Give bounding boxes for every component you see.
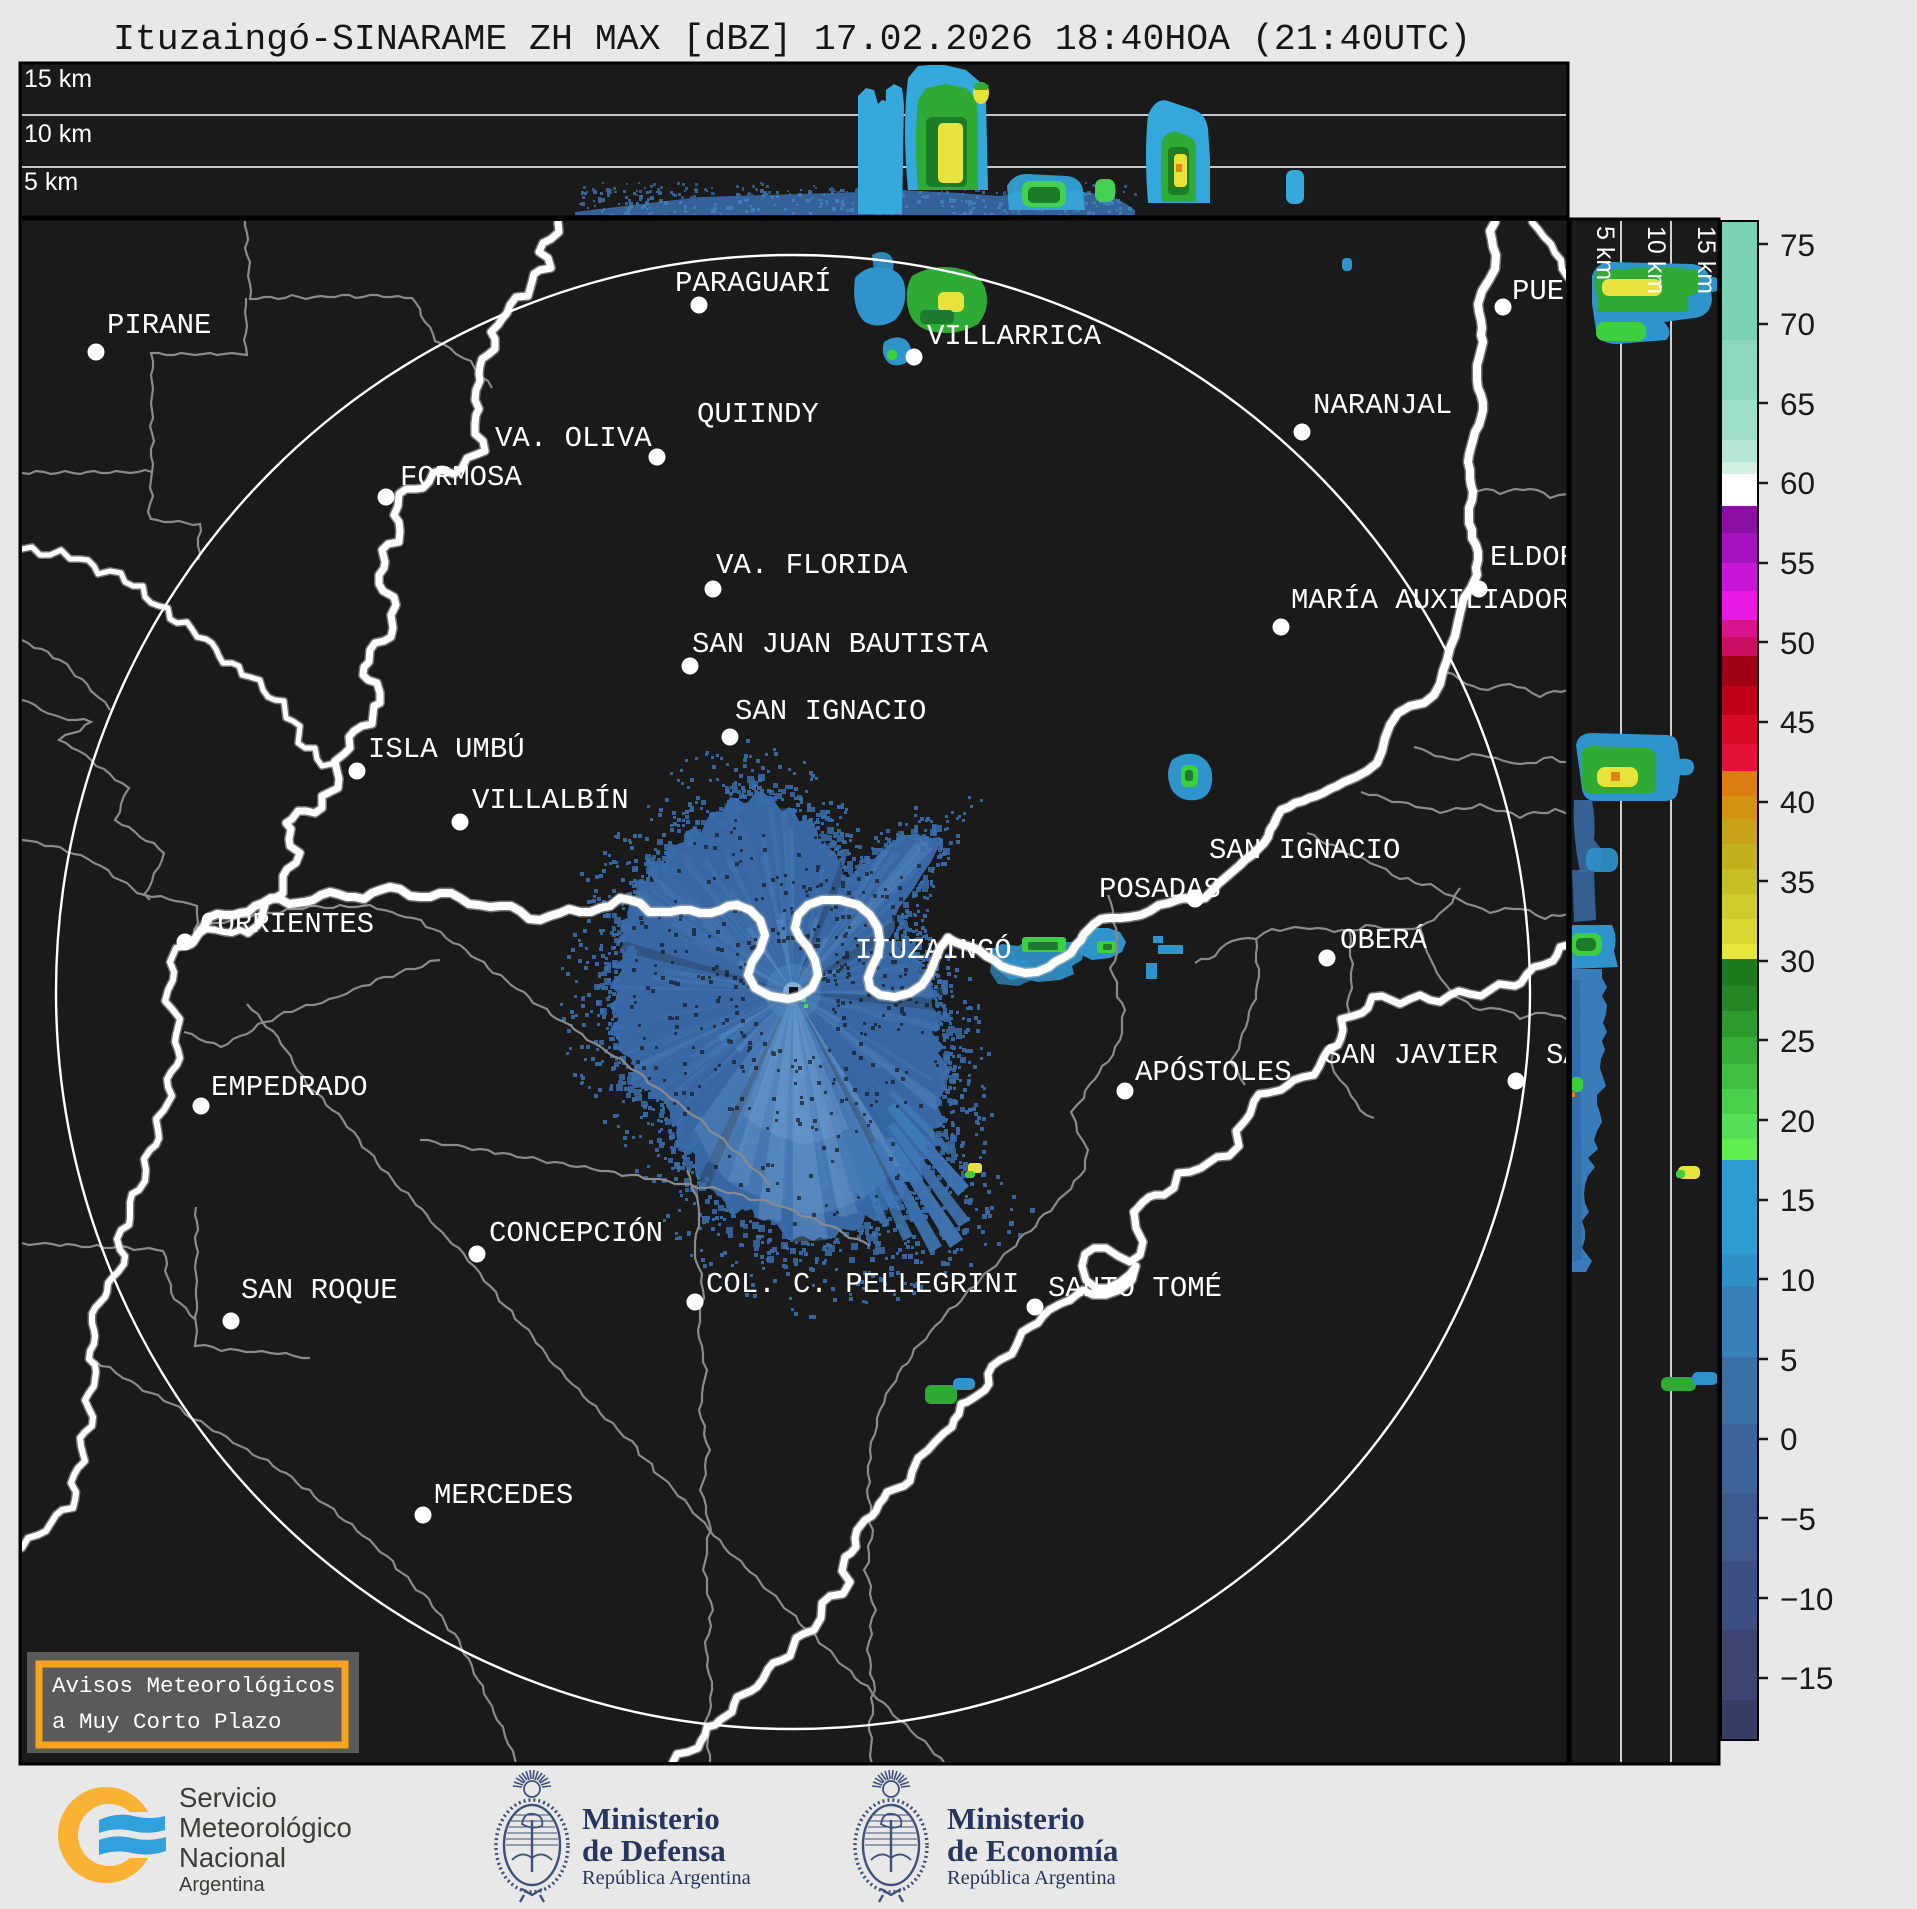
svg-text:MERCEDES: MERCEDES xyxy=(434,1479,573,1512)
svg-text:10 km: 10 km xyxy=(24,120,92,148)
svg-text:APÓSTOLES: APÓSTOLES xyxy=(1135,1055,1292,1089)
svg-text:VA. FLORIDA: VA. FLORIDA xyxy=(716,549,908,582)
svg-text:75: 75 xyxy=(1780,227,1815,263)
svg-text:PIRANE: PIRANE xyxy=(107,309,211,342)
svg-text:CORRIENTES: CORRIENTES xyxy=(200,908,374,941)
svg-text:15: 15 xyxy=(1780,1182,1815,1218)
svg-text:OBERÁ: OBERÁ xyxy=(1340,923,1428,957)
svg-text:República Argentina: República Argentina xyxy=(582,1867,751,1889)
svg-text:Ministerio: Ministerio xyxy=(947,1801,1085,1836)
svg-text:VILLALBÍN: VILLALBÍN xyxy=(472,783,629,817)
svg-text:5: 5 xyxy=(1780,1342,1798,1378)
svg-text:FORMOSA: FORMOSA xyxy=(400,461,522,494)
svg-text:−15: −15 xyxy=(1780,1660,1833,1696)
svg-text:QUIINDY: QUIINDY xyxy=(697,398,819,431)
svg-text:ITUZAINGÓ: ITUZAINGÓ xyxy=(855,933,1012,967)
svg-text:Servicio: Servicio xyxy=(179,1782,277,1813)
svg-text:5 km: 5 km xyxy=(1591,226,1619,280)
svg-text:MARÍA AUXILIADORA: MARÍA AUXILIADORA xyxy=(1291,583,1587,617)
svg-text:SAN IGNACIO: SAN IGNACIO xyxy=(735,695,926,728)
svg-text:Argentina: Argentina xyxy=(179,1874,265,1896)
svg-text:ISLA UMBÚ: ISLA UMBÚ xyxy=(368,732,525,766)
svg-text:5 km: 5 km xyxy=(24,168,78,196)
svg-text:40: 40 xyxy=(1780,784,1815,820)
svg-text:SAN JAVIER: SAN JAVIER xyxy=(1324,1039,1498,1072)
svg-text:25: 25 xyxy=(1780,1023,1815,1059)
svg-text:−5: −5 xyxy=(1780,1501,1816,1537)
svg-text:COL. C. PELLEGRINI: COL. C. PELLEGRINI xyxy=(706,1268,1019,1301)
svg-text:65: 65 xyxy=(1780,386,1815,422)
svg-text:SAN JUAN BAUTISTA: SAN JUAN BAUTISTA xyxy=(692,628,988,661)
svg-text:PUERTO: PUERTO xyxy=(1512,275,1616,308)
svg-text:0: 0 xyxy=(1780,1421,1798,1457)
svg-text:ELDORADO: ELDORADO xyxy=(1490,541,1629,574)
svg-text:SAN ROQUE: SAN ROQUE xyxy=(241,1274,398,1307)
svg-text:60: 60 xyxy=(1780,465,1815,501)
svg-text:Avisos Meteorológicos: Avisos Meteorológicos xyxy=(52,1673,336,1699)
svg-text:República Argentina: República Argentina xyxy=(947,1867,1116,1889)
svg-text:SAN IGNACIO: SAN IGNACIO xyxy=(1209,834,1400,867)
svg-text:45: 45 xyxy=(1780,704,1815,740)
svg-text:EMPEDRADO: EMPEDRADO xyxy=(211,1071,368,1104)
svg-text:70: 70 xyxy=(1780,306,1815,342)
svg-text:SANTO TOMÉ: SANTO TOMÉ xyxy=(1048,1271,1222,1305)
svg-text:Nacional: Nacional xyxy=(179,1842,286,1873)
svg-text:de Defensa: de Defensa xyxy=(582,1833,726,1868)
svg-text:NARANJAL: NARANJAL xyxy=(1313,389,1452,422)
svg-text:15 km: 15 km xyxy=(1692,226,1720,294)
svg-text:VA. OLIVA: VA. OLIVA xyxy=(495,422,652,455)
svg-text:−10: −10 xyxy=(1780,1581,1833,1617)
svg-text:Ministerio: Ministerio xyxy=(582,1801,720,1836)
svg-text:VILLARRICA: VILLARRICA xyxy=(927,320,1102,353)
svg-text:10: 10 xyxy=(1780,1262,1815,1298)
svg-text:Ituzaingó-SINARAME ZH MAX [dBZ: Ituzaingó-SINARAME ZH MAX [dBZ] 17.02.20… xyxy=(113,19,1471,60)
svg-text:de Economía: de Economía xyxy=(947,1833,1119,1868)
svg-text:15 km: 15 km xyxy=(24,65,92,93)
svg-text:Meteorológico: Meteorológico xyxy=(179,1812,352,1843)
svg-text:CONCEPCIÓN: CONCEPCIÓN xyxy=(489,1216,663,1250)
svg-text:20: 20 xyxy=(1780,1103,1815,1139)
svg-text:POSADAS: POSADAS xyxy=(1099,873,1221,906)
svg-text:10 km: 10 km xyxy=(1642,226,1670,294)
svg-text:35: 35 xyxy=(1780,864,1815,900)
svg-text:SANTO: SANTO xyxy=(1546,1039,1633,1072)
svg-text:30: 30 xyxy=(1780,943,1815,979)
svg-text:55: 55 xyxy=(1780,545,1815,581)
svg-text:PARAGUARÍ: PARAGUARÍ xyxy=(675,266,832,300)
svg-text:a Muy Corto Plazo: a Muy Corto Plazo xyxy=(52,1709,282,1735)
svg-text:50: 50 xyxy=(1780,625,1815,661)
